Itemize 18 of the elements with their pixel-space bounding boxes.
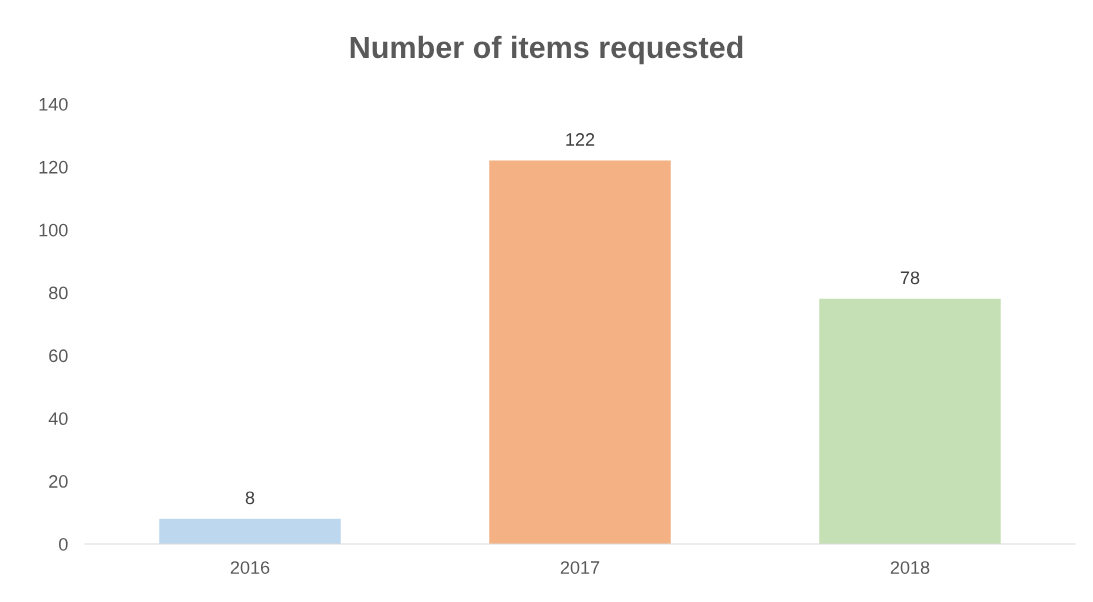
x-tick-label: 2016 [230,561,270,574]
y-tick-label: 20 [49,475,68,488]
y-tick-label: 0 [59,537,68,551]
bar [159,518,341,544]
data-label: 122 [566,133,595,146]
y-tick-label: 100 [39,223,68,237]
y-tick-label: 120 [39,160,68,174]
data-label: 78 [900,271,920,285]
chart-title: Number of items requested [350,35,743,65]
y-tick-label: 140 [39,97,68,111]
bar [819,298,1001,544]
y-tick-label: 60 [49,349,68,363]
x-tick-label: 2017 [560,561,600,574]
bar [489,160,671,544]
data-label: 8 [245,491,255,505]
y-tick-label: 80 [49,286,68,300]
x-tick-label: 2018 [890,561,930,574]
y-tick-label: 40 [48,412,68,426]
